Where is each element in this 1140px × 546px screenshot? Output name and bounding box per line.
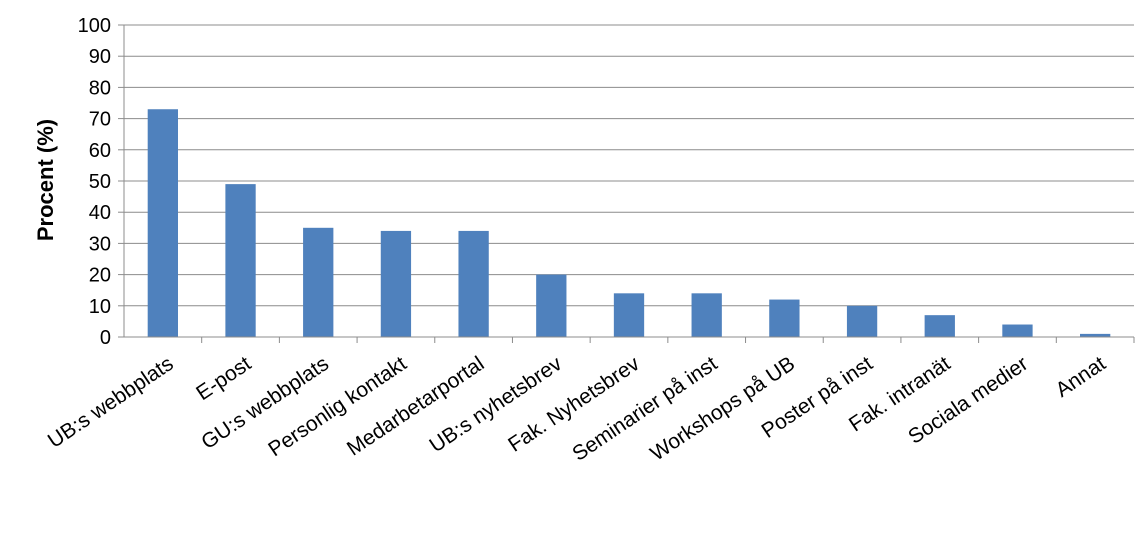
y-tick-label: 0 [100,327,111,349]
bar [613,293,645,337]
y-tick-label: 40 [89,202,111,224]
x-axis [124,336,1135,343]
bar [1002,324,1033,337]
x-category-label: Annat [1052,352,1110,402]
x-category-label: UB:s webbplats [44,352,178,453]
y-tick-label: 100 [78,15,111,37]
y-tick-label: 50 [89,171,111,193]
bar [380,230,412,337]
x-category-label: Medarbetarportal [343,352,488,460]
y-tick-label: 10 [89,296,111,318]
y-tick-label: 20 [89,265,111,287]
gridlines [124,24,1134,307]
bar [303,227,334,337]
y-axis-ticks: 0 10 20 30 40 50 60 70 80 90 100 [78,15,125,349]
bar [536,274,567,337]
bar [924,315,955,337]
y-axis-label: Procent (%) [33,119,58,241]
bar [769,299,800,337]
x-category-label: Fak. Nyhetsbrev [504,352,644,457]
y-tick-label: 70 [89,109,111,131]
y-tick-label: 80 [89,77,111,99]
bar [147,109,178,338]
x-category-label: GU:s webbplats [197,352,333,454]
y-tick-label: 90 [89,46,111,68]
bar [225,184,256,337]
x-category-label: Workshops på UB [646,352,799,465]
x-category-label: UB:s nyhetsbrev [426,352,567,457]
x-category-label: Seminarier på inst [568,352,721,466]
y-tick-label: 30 [89,233,111,255]
bar [846,305,878,337]
bar [691,293,722,337]
x-category-label: E-post [192,352,255,405]
y-tick-label: 60 [89,140,111,162]
x-category-label: Personlig kontakt [264,352,411,461]
bar [458,230,489,337]
bar [1080,333,1111,337]
bars [147,109,1111,338]
